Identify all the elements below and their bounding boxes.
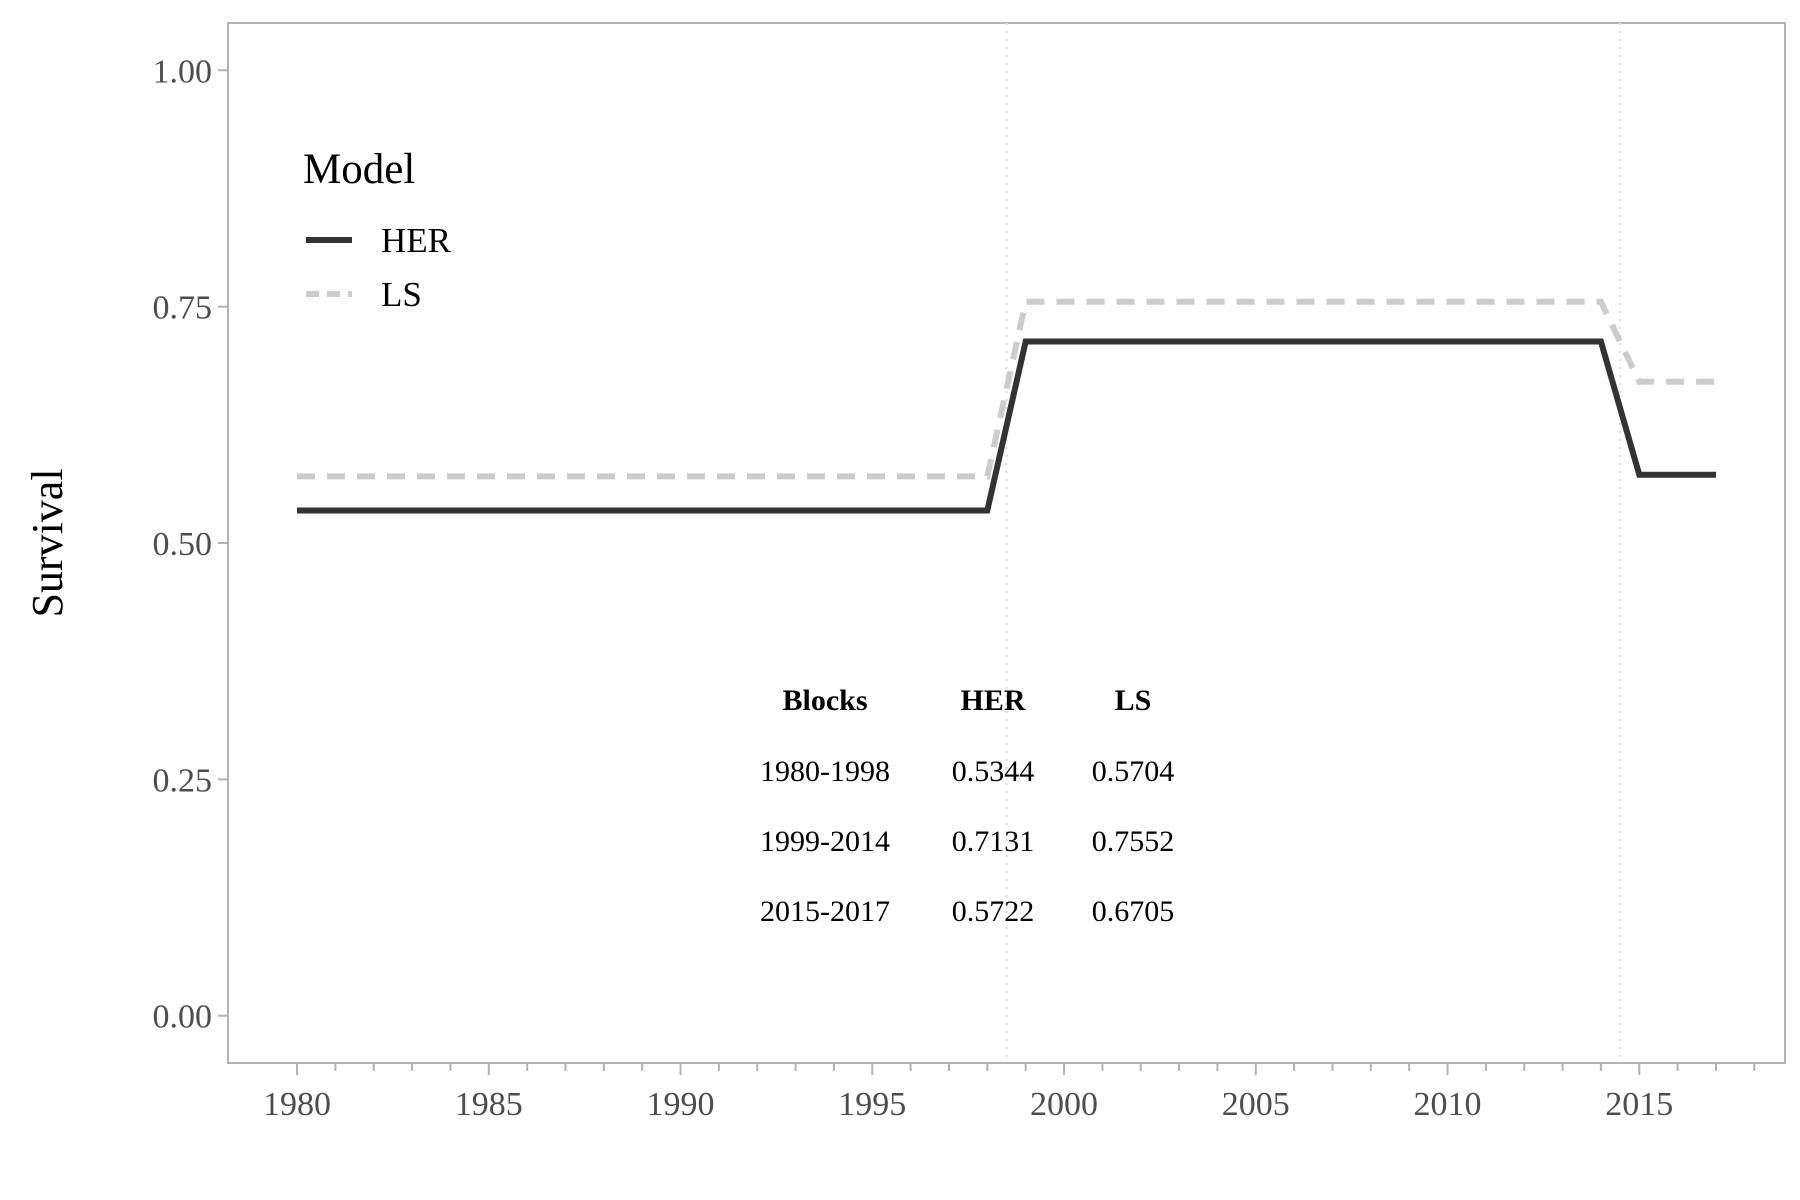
legend-label-ls: LS [381, 275, 422, 314]
table-cell: 1980-1998 [760, 755, 890, 788]
block-boundary-lines [1005, 23, 1622, 1063]
legend-label-her: HER [381, 221, 452, 260]
x-tick-label: 2005 [1222, 1086, 1290, 1123]
legend: Model HER LS [303, 146, 452, 314]
y-tick-label: 1.00 [153, 53, 213, 90]
series-line-her [297, 338, 1716, 514]
x-axis: 1980 1985 1990 1995 2000 2005 2010 2015 [263, 1063, 1756, 1123]
y-axis: 0.00 0.25 0.50 0.75 1.00 [153, 53, 228, 1036]
x-tick-label: 1995 [838, 1086, 906, 1123]
table-cell: 0.5722 [952, 895, 1035, 928]
table-header: Blocks [782, 684, 867, 717]
table-header: HER [960, 684, 1025, 717]
x-tick-label: 1985 [455, 1086, 523, 1123]
x-tick-label: 1980 [263, 1086, 331, 1123]
x-tick-label: 2000 [1030, 1086, 1098, 1123]
y-tick-label: 0.50 [153, 526, 213, 563]
y-tick-label: 0.25 [153, 762, 213, 799]
table-header: LS [1115, 684, 1152, 717]
table-cell: 0.6705 [1092, 895, 1175, 928]
table-cell: 0.7552 [1092, 825, 1175, 858]
table-cell: 2015-2017 [760, 895, 890, 928]
y-tick-label: 0.75 [153, 290, 213, 327]
x-tick-label: 2010 [1414, 1086, 1482, 1123]
y-tick-label: 0.00 [153, 999, 213, 1036]
x-tick-label: 1990 [647, 1086, 715, 1123]
legend-title: Model [303, 146, 415, 193]
table-cell: 1999-2014 [760, 825, 890, 858]
y-axis-title: Survival [23, 468, 72, 617]
table-cell: 0.5704 [1092, 755, 1175, 788]
x-tick-label: 2015 [1605, 1086, 1673, 1123]
series-line-ls [297, 298, 1716, 480]
table-cell: 0.7131 [952, 825, 1035, 858]
series-lines [297, 298, 1716, 514]
table-cell: 0.5344 [952, 755, 1035, 788]
survival-blocks-table: Blocks HER LS 1980-1998 0.5344 0.5704 1999-201… [760, 684, 1174, 928]
